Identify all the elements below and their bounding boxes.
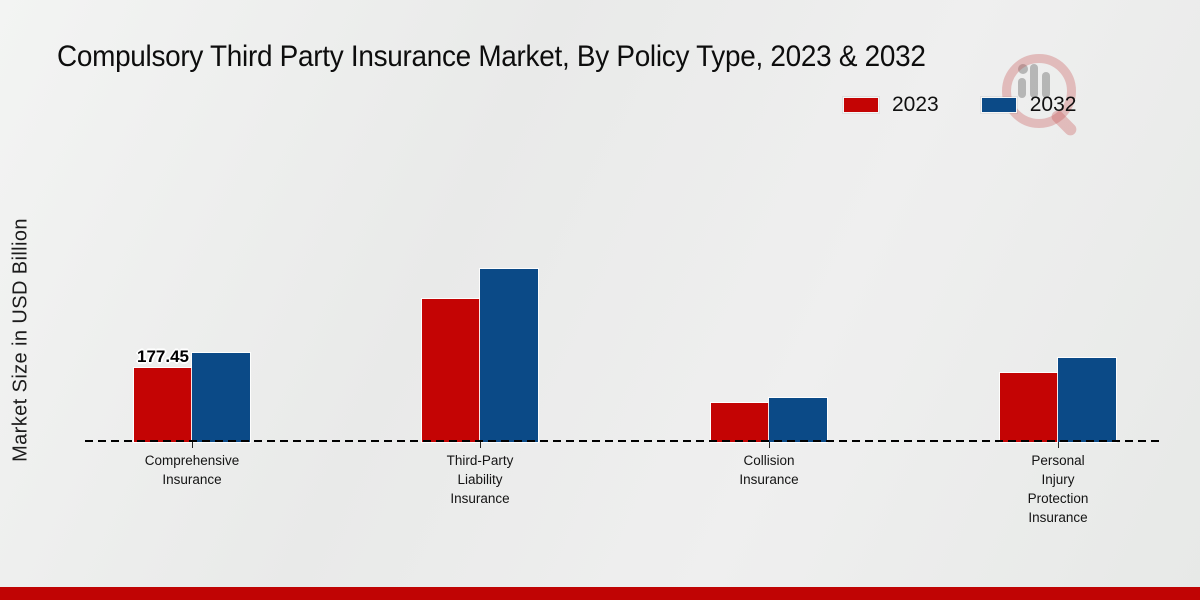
category-label-comprehensive-insurance: Comprehensive Insurance	[144, 453, 240, 487]
legend-label-2032: 2032	[1029, 93, 1077, 116]
watermark-lens-icon	[1002, 54, 1076, 128]
x-axis-tick	[480, 442, 481, 448]
bar-group-third-party-liability-insurance	[421, 268, 539, 443]
legend-swatch-2023	[843, 97, 879, 113]
bar-2023-comprehensive-insurance	[133, 367, 193, 443]
chart-title: Compulsory Third Party Insurance Market,…	[57, 40, 926, 73]
bar-group-collision-insurance	[710, 397, 828, 443]
bar-2023-third-party-liability-insurance	[421, 298, 481, 443]
bar-2023-collision-insurance	[710, 402, 770, 443]
legend-swatch-2032	[980, 97, 1017, 113]
bottom-accent-bar	[0, 587, 1200, 600]
x-axis-tick	[192, 442, 193, 448]
bar-2032-comprehensive-insurance	[191, 352, 251, 443]
bar-2032-third-party-liability-insurance	[479, 268, 539, 443]
bar-value-label: 177.45	[137, 347, 189, 366]
x-axis-baseline	[85, 440, 1163, 442]
bar-2023-personal-injury-protection-insurance	[999, 372, 1059, 443]
legend-label-2023: 2023	[892, 93, 939, 116]
legend-item-2023: 2023	[843, 93, 939, 117]
bar-2032-collision-insurance	[768, 397, 828, 443]
category-label-third-party-liability-insurance: Third-Party Liability Insurance	[446, 453, 514, 506]
x-axis-tick	[769, 442, 770, 448]
legend-item-2032: 2032	[980, 93, 1077, 117]
bar-group-comprehensive-insurance	[133, 352, 251, 443]
y-axis-label: Market Size in USD Billion	[9, 218, 32, 462]
legend: 2023 2032	[843, 93, 1076, 117]
bar-2032-personal-injury-protection-insurance	[1057, 357, 1117, 443]
category-label-collision-insurance: Collision Insurance	[739, 453, 799, 487]
category-label-personal-injury-protection-insurance: Personal Injury Protection Insurance	[1027, 453, 1089, 525]
bar-group-personal-injury-protection-insurance	[999, 357, 1117, 443]
magnifier-logo-watermark	[1000, 52, 1084, 138]
x-axis-tick	[1058, 442, 1059, 448]
